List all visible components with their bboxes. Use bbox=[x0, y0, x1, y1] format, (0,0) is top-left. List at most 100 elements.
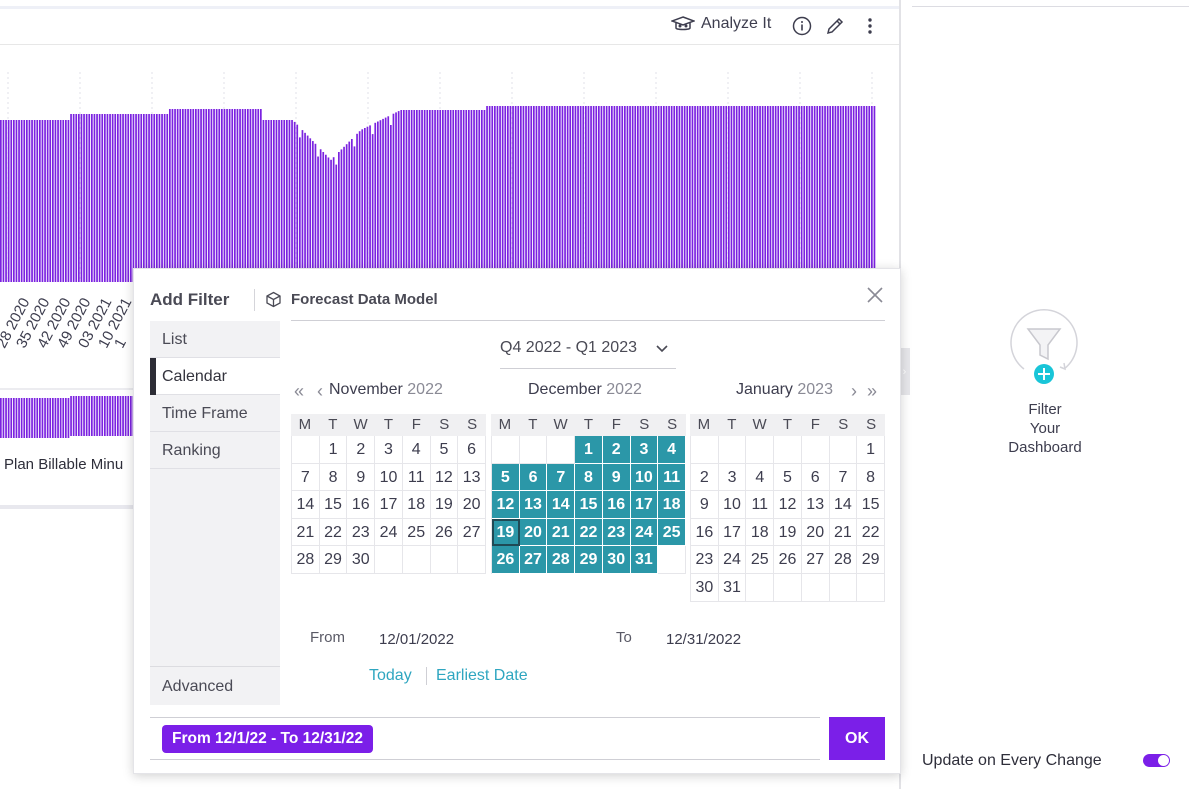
day-cell[interactable]: 15 bbox=[319, 491, 348, 519]
prev-month-button[interactable]: ‹ bbox=[317, 381, 323, 401]
day-cell[interactable]: 2 bbox=[602, 436, 631, 464]
day-cell[interactable]: 26 bbox=[774, 546, 802, 574]
next-month-button[interactable]: › bbox=[851, 381, 857, 401]
day-cell[interactable]: 13 bbox=[519, 491, 548, 519]
day-cell[interactable]: 10 bbox=[375, 463, 403, 492]
day-cell[interactable]: 23 bbox=[602, 518, 631, 547]
day-cell[interactable]: 22 bbox=[575, 518, 603, 547]
prev-year-button[interactable]: « bbox=[294, 381, 304, 401]
analyze-it-button[interactable]: Analyze It bbox=[671, 15, 771, 33]
day-cell[interactable]: 31 bbox=[630, 546, 659, 574]
day-cell[interactable]: 6 bbox=[458, 436, 486, 464]
day-cell[interactable]: 16 bbox=[691, 518, 719, 547]
day-cell[interactable]: 15 bbox=[857, 491, 885, 519]
day-cell[interactable]: 6 bbox=[519, 463, 548, 492]
to-date-input[interactable]: 12/31/2022 bbox=[666, 631, 742, 648]
day-cell[interactable]: 2 bbox=[691, 463, 719, 492]
day-cell[interactable]: 21 bbox=[829, 518, 858, 547]
period-dropdown[interactable]: Q4 2022 - Q1 2023 bbox=[500, 337, 676, 369]
day-cell[interactable]: 1 bbox=[319, 436, 348, 464]
day-cell[interactable]: 21 bbox=[292, 518, 320, 547]
day-cell[interactable]: 10 bbox=[630, 463, 659, 492]
tab-advanced[interactable]: Advanced bbox=[150, 666, 280, 705]
day-cell[interactable]: 27 bbox=[801, 546, 830, 574]
day-cell[interactable]: 17 bbox=[375, 491, 403, 519]
day-cell[interactable]: 1 bbox=[575, 436, 603, 464]
day-cell[interactable]: 28 bbox=[829, 546, 858, 574]
day-cell[interactable]: 10 bbox=[718, 491, 747, 519]
tab-ranking[interactable]: Ranking bbox=[150, 432, 280, 469]
day-cell[interactable]: 5 bbox=[430, 436, 459, 464]
day-cell[interactable]: 7 bbox=[292, 463, 320, 492]
tab-calendar[interactable]: Calendar bbox=[150, 358, 280, 395]
day-cell[interactable]: 9 bbox=[347, 463, 376, 492]
day-cell[interactable]: 13 bbox=[801, 491, 830, 519]
day-cell[interactable]: 14 bbox=[829, 491, 858, 519]
day-cell[interactable]: 21 bbox=[547, 518, 576, 547]
edit-button[interactable] bbox=[824, 15, 846, 37]
ok-button[interactable]: OK bbox=[829, 717, 885, 760]
day-cell[interactable]: 7 bbox=[829, 463, 858, 492]
add-filter-illustration[interactable] bbox=[1008, 307, 1080, 389]
day-cell[interactable]: 13 bbox=[458, 463, 486, 492]
from-date-input[interactable]: 12/01/2022 bbox=[379, 631, 455, 648]
day-cell[interactable]: 17 bbox=[630, 491, 659, 519]
day-cell[interactable]: 19 bbox=[430, 491, 459, 519]
day-cell[interactable]: 20 bbox=[458, 491, 486, 519]
day-cell[interactable]: 7 bbox=[547, 463, 576, 492]
tab-time-frame[interactable]: Time Frame bbox=[150, 395, 280, 432]
day-cell[interactable]: 12 bbox=[492, 491, 520, 519]
day-cell[interactable]: 30 bbox=[347, 546, 376, 574]
day-cell[interactable]: 26 bbox=[492, 546, 520, 574]
day-cell[interactable]: 27 bbox=[519, 546, 548, 574]
day-cell[interactable]: 8 bbox=[857, 463, 885, 492]
update-on-change-toggle[interactable] bbox=[1143, 754, 1170, 767]
day-cell[interactable]: 12 bbox=[774, 491, 802, 519]
more-options-button[interactable] bbox=[859, 15, 881, 37]
day-cell[interactable]: 27 bbox=[458, 518, 486, 547]
collapse-panel-handle[interactable]: › bbox=[899, 348, 910, 395]
info-button[interactable] bbox=[791, 15, 813, 37]
day-cell[interactable]: 11 bbox=[746, 491, 775, 519]
day-cell[interactable]: 5 bbox=[774, 463, 802, 492]
day-cell[interactable]: 6 bbox=[801, 463, 830, 492]
day-cell[interactable]: 22 bbox=[319, 518, 348, 547]
day-cell[interactable]: 24 bbox=[375, 518, 403, 547]
day-cell[interactable]: 20 bbox=[801, 518, 830, 547]
day-cell[interactable]: 5 bbox=[492, 463, 520, 492]
day-cell[interactable]: 8 bbox=[575, 463, 603, 492]
day-cell[interactable]: 15 bbox=[575, 491, 603, 519]
day-cell[interactable]: 26 bbox=[430, 518, 459, 547]
day-cell[interactable]: 19 bbox=[492, 518, 520, 547]
day-cell[interactable]: 30 bbox=[691, 573, 719, 602]
day-cell[interactable]: 25 bbox=[402, 518, 431, 547]
next-year-button[interactable]: » bbox=[867, 381, 877, 401]
day-cell[interactable]: 28 bbox=[292, 546, 320, 574]
day-cell[interactable]: 24 bbox=[630, 518, 659, 547]
day-cell[interactable]: 2 bbox=[347, 436, 376, 464]
day-cell[interactable]: 3 bbox=[630, 436, 659, 464]
day-cell[interactable]: 8 bbox=[319, 463, 348, 492]
day-cell[interactable]: 4 bbox=[402, 436, 431, 464]
day-cell[interactable]: 18 bbox=[402, 491, 431, 519]
day-cell[interactable]: 25 bbox=[658, 518, 686, 547]
day-cell[interactable]: 31 bbox=[718, 573, 747, 602]
day-cell[interactable]: 14 bbox=[292, 491, 320, 519]
day-cell[interactable]: 11 bbox=[658, 463, 686, 492]
day-cell[interactable]: 17 bbox=[718, 518, 747, 547]
date-range-chip[interactable]: From 12/1/22 - To 12/31/22 bbox=[162, 725, 373, 753]
day-cell[interactable]: 3 bbox=[718, 463, 747, 492]
day-cell[interactable]: 23 bbox=[347, 518, 376, 547]
day-cell[interactable]: 1 bbox=[857, 436, 885, 464]
day-cell[interactable]: 12 bbox=[430, 463, 459, 492]
day-cell[interactable]: 23 bbox=[691, 546, 719, 574]
day-cell[interactable]: 16 bbox=[602, 491, 631, 519]
day-cell[interactable]: 14 bbox=[547, 491, 576, 519]
day-cell[interactable]: 29 bbox=[857, 546, 885, 574]
day-cell[interactable]: 9 bbox=[691, 491, 719, 519]
day-cell[interactable]: 16 bbox=[347, 491, 376, 519]
day-cell[interactable]: 25 bbox=[746, 546, 775, 574]
earliest-date-link[interactable]: Earliest Date bbox=[436, 667, 528, 684]
day-cell[interactable]: 18 bbox=[658, 491, 686, 519]
day-cell[interactable]: 18 bbox=[746, 518, 775, 547]
